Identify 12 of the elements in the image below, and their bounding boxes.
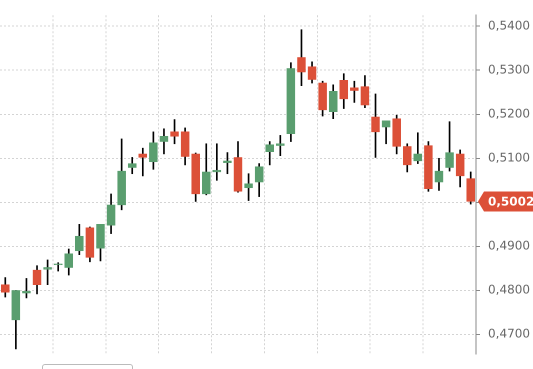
text: 0,5002 [488, 194, 533, 209]
y-tick-label: 0,4900 [488, 238, 530, 252]
y-tick-label: 0,5300 [488, 62, 530, 76]
y-tick-label: 0,4800 [488, 282, 530, 297]
y-tick-label: 0,4700 [488, 326, 530, 341]
y-tick-label: 0,5200 [488, 106, 530, 120]
candlestick [170, 119, 179, 144]
candlestick [371, 94, 380, 158]
candlestick [244, 173, 253, 201]
y-tick-label: 0,5100 [488, 150, 530, 164]
candlestick [160, 128, 168, 154]
y-tick-label: 0,5400 [488, 18, 530, 32]
